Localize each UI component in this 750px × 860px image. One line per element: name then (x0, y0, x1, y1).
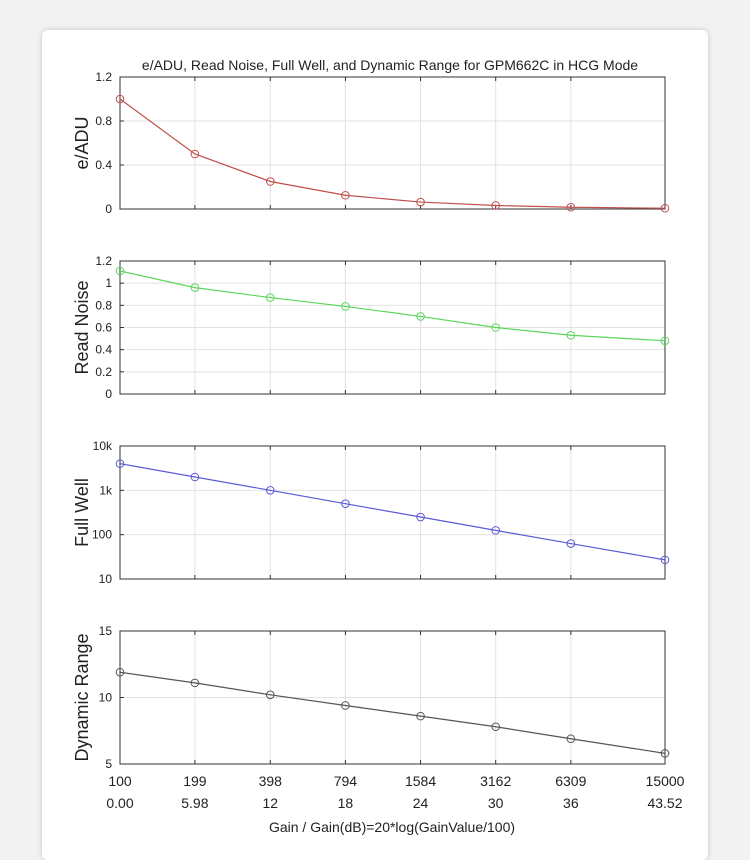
data-point (566, 539, 576, 548)
data-point (341, 701, 350, 710)
y-tick-label: 0.2 (95, 365, 112, 379)
axes-box (119, 445, 666, 580)
series-line (119, 98, 666, 209)
y-tick-label: 10k (93, 439, 113, 453)
y-tick-label: 0.8 (95, 298, 112, 312)
y-tick-label: 1 (105, 276, 112, 290)
x-tick-label-db: 5.98 (181, 795, 208, 811)
y-tick-label: 100 (92, 528, 112, 542)
series-line (119, 270, 666, 342)
data-point (265, 690, 275, 700)
x-tick-label-db: 12 (262, 795, 278, 811)
data-point (190, 678, 200, 688)
y-tick-label: 10 (99, 691, 113, 705)
data-point (190, 472, 200, 482)
data-point (660, 749, 670, 758)
data-point (115, 459, 125, 468)
data-point (416, 512, 425, 522)
y-tick-label: 0.4 (95, 158, 112, 172)
data-point (115, 266, 125, 276)
chart-card (42, 30, 708, 860)
data-point (416, 711, 425, 721)
y-tick-label: 1.2 (95, 254, 112, 268)
y-tick-label: 10 (99, 572, 113, 586)
subplot-3: 10 100 1k 10k Full Well (72, 439, 670, 586)
data-point (491, 201, 500, 210)
data-point (491, 722, 500, 732)
axes-box (119, 630, 666, 765)
data-point (265, 293, 275, 302)
y-tick-label: 0.8 (95, 114, 112, 128)
x-tick-label-gain: 1584 (405, 773, 436, 789)
data-point (660, 203, 670, 213)
x-tick-label-db: 18 (338, 795, 354, 811)
data-point (660, 336, 670, 346)
x-tick-label-gain: 100 (108, 773, 132, 789)
axes-box (119, 260, 666, 395)
x-tick-label-db: 43.52 (647, 795, 682, 811)
y-tick-label: 0.4 (95, 343, 112, 357)
y-tick-label: 0.6 (95, 321, 112, 335)
y-tick-label: 1.2 (95, 70, 112, 84)
series-line (119, 463, 666, 561)
y-tick-label: 5 (105, 757, 112, 771)
axes-box (119, 76, 666, 210)
data-point (115, 667, 125, 677)
data-point (265, 177, 275, 186)
y-tick-label: 1k (99, 483, 113, 497)
y-axis-label: e/ADU (72, 116, 92, 169)
x-tick-label-gain: 398 (259, 773, 283, 789)
data-point (190, 149, 200, 159)
y-axis-label: Dynamic Range (72, 633, 92, 761)
data-point (566, 202, 576, 212)
y-axis-label: Read Noise (72, 280, 92, 374)
data-point (566, 330, 576, 340)
x-tick-label-db: 36 (563, 795, 579, 811)
y-tick-label: 0 (105, 387, 112, 401)
data-point (115, 94, 125, 104)
data-point (660, 555, 670, 565)
subplot-1: 0 0.4 0.8 1.2 e/ADU (72, 70, 670, 216)
data-point (265, 486, 275, 495)
data-point (341, 302, 350, 311)
x-tick-label-gain: 15000 (646, 773, 685, 789)
chart-title: e/ADU, Read Noise, Full Well, and Dynami… (142, 57, 638, 73)
subplot-4: 5 10 15 Dynamic Range (72, 624, 670, 771)
data-point (566, 734, 576, 744)
y-axis-label: Full Well (72, 478, 92, 547)
data-point (416, 312, 425, 321)
data-point (416, 197, 425, 207)
x-tick-label-gain: 794 (334, 773, 358, 789)
data-point (341, 499, 350, 508)
data-point (341, 190, 350, 200)
x-tick-label-gain: 3162 (480, 773, 511, 789)
y-tick-label: 0 (105, 202, 112, 216)
series-line (119, 671, 666, 754)
x-tick-label-gain: 6309 (555, 773, 586, 789)
data-point (190, 283, 200, 292)
x-tick-label-gain: 199 (183, 773, 207, 789)
x-tick-label-db: 30 (488, 795, 504, 811)
x-tick-label-db: 0.00 (106, 795, 133, 811)
x-axis-label: Gain / Gain(dB)=20*log(GainValue/100) (269, 819, 515, 835)
data-point (491, 526, 500, 535)
data-point (491, 323, 500, 332)
y-tick-label: 15 (99, 624, 113, 638)
x-tick-label-db: 24 (413, 795, 429, 811)
